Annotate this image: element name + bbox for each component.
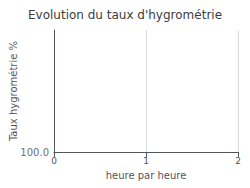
svg-text:Taux hygrométrie %: Taux hygrométrie % [8,41,19,142]
svg-text:Evolution du taux d'hygrométri: Evolution du taux d'hygrométrie [28,8,222,22]
svg-text:2: 2 [235,156,241,166]
svg-text:1: 1 [143,156,149,166]
svg-text:heure par heure: heure par heure [106,170,187,181]
svg-text:0: 0 [51,156,57,166]
svg-text:100.0: 100.0 [20,147,49,158]
